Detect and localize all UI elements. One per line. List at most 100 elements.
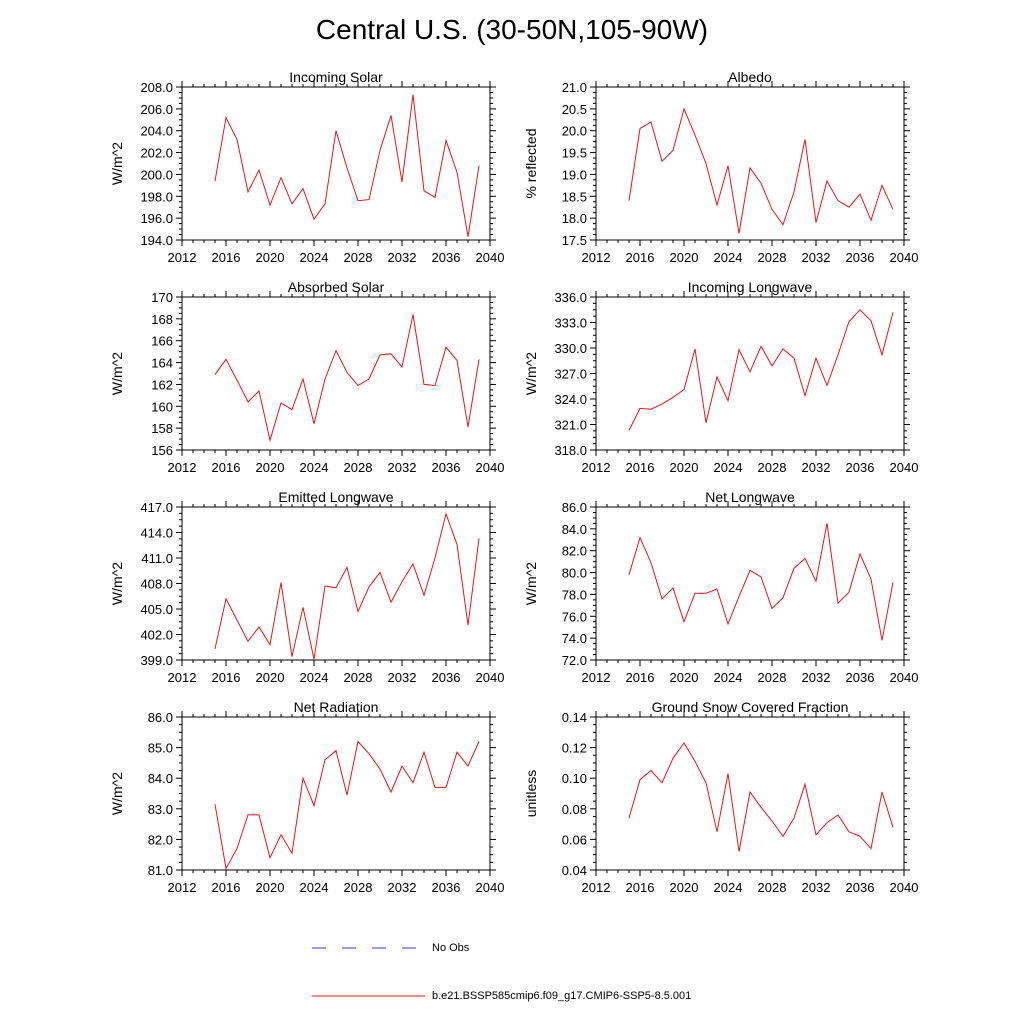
x-tick-label: 2028 — [758, 460, 787, 475]
panel-frame — [181, 506, 491, 661]
y-axis-label: W/m^2 — [523, 562, 539, 605]
series-line — [628, 523, 894, 641]
y-tick-label: 20.5 — [562, 102, 587, 117]
x-tick-label: 2024 — [714, 880, 743, 895]
y-tick-label: 18.5 — [562, 189, 587, 204]
y-tick-label: 200.0 — [140, 167, 173, 182]
x-tick-label: 2032 — [802, 880, 831, 895]
y-tick-label: 85.0 — [148, 741, 173, 756]
y-tick-label: 19.5 — [562, 146, 587, 161]
x-tick-label: 2020 — [670, 460, 699, 475]
y-tick-label: 80.0 — [562, 566, 587, 581]
series-line — [628, 742, 894, 852]
panel-frame — [181, 716, 491, 871]
series-line — [628, 309, 894, 431]
x-tick-label: 2020 — [670, 880, 699, 895]
x-tick-label: 2032 — [388, 250, 417, 265]
x-tick-label: 2036 — [432, 670, 461, 685]
y-tick-label: 333.0 — [554, 316, 587, 331]
x-tick-label: 2040 — [476, 460, 505, 475]
x-tick-label: 2036 — [846, 460, 875, 475]
y-tick-label: 417.0 — [140, 500, 173, 515]
y-tick-label: 336.0 — [554, 290, 587, 305]
panel-title: Albedo — [728, 69, 772, 85]
series-line — [214, 314, 480, 443]
y-axis-label: W/m^2 — [109, 562, 125, 605]
x-tick-label: 2028 — [758, 250, 787, 265]
x-tick-label: 2012 — [582, 670, 611, 685]
y-tick-label: 166 — [151, 334, 173, 349]
x-tick-label: 2032 — [388, 460, 417, 475]
series-line — [214, 512, 480, 660]
y-tick-label: 202.0 — [140, 146, 173, 161]
panel-title: Net Longwave — [705, 489, 795, 505]
y-axis-label: % reflected — [523, 128, 539, 198]
panel-title: Incoming Longwave — [688, 279, 813, 295]
y-tick-label: 86.0 — [562, 500, 587, 515]
x-tick-label: 2020 — [256, 670, 285, 685]
x-tick-label: 2040 — [890, 250, 919, 265]
y-tick-label: 198.0 — [140, 189, 173, 204]
x-tick-label: 2020 — [670, 250, 699, 265]
x-tick-label: 2012 — [582, 880, 611, 895]
x-tick-label: 2012 — [168, 880, 197, 895]
y-tick-label: 72.0 — [562, 653, 587, 668]
y-tick-label: 321.0 — [554, 418, 587, 433]
y-tick-label: 74.0 — [562, 631, 587, 646]
x-tick-label: 2028 — [344, 460, 373, 475]
x-tick-label: 2032 — [802, 670, 831, 685]
y-tick-label: 402.0 — [140, 628, 173, 643]
x-tick-label: 2016 — [626, 880, 655, 895]
y-tick-label: 19.0 — [562, 167, 587, 182]
x-tick-label: 2036 — [432, 880, 461, 895]
x-tick-label: 2036 — [846, 880, 875, 895]
y-tick-label: 327.0 — [554, 367, 587, 382]
y-tick-label: 86.0 — [148, 710, 173, 725]
x-tick-label: 2036 — [432, 460, 461, 475]
y-tick-label: 162 — [151, 377, 173, 392]
y-tick-label: 17.5 — [562, 233, 587, 248]
x-tick-label: 2036 — [432, 250, 461, 265]
x-tick-label: 2040 — [476, 670, 505, 685]
x-tick-label: 2032 — [802, 460, 831, 475]
y-tick-label: 0.08 — [562, 802, 587, 817]
x-tick-label: 2036 — [846, 670, 875, 685]
y-tick-label: 158 — [151, 421, 173, 436]
x-tick-label: 2020 — [256, 460, 285, 475]
x-tick-label: 2016 — [626, 670, 655, 685]
panel-frame — [595, 296, 905, 451]
x-tick-label: 2032 — [802, 250, 831, 265]
y-tick-label: 82.0 — [562, 544, 587, 559]
y-tick-label: 84.0 — [148, 771, 173, 786]
x-tick-label: 2040 — [890, 880, 919, 895]
y-tick-label: 196.0 — [140, 211, 173, 226]
x-tick-label: 2012 — [168, 460, 197, 475]
panel-title: Emitted Longwave — [278, 489, 393, 505]
y-axis-label: W/m^2 — [109, 352, 125, 395]
x-tick-label: 2036 — [846, 250, 875, 265]
x-tick-label: 2020 — [670, 670, 699, 685]
y-axis-label: W/m^2 — [109, 142, 125, 185]
series-line — [628, 107, 894, 234]
x-tick-label: 2040 — [476, 250, 505, 265]
x-tick-label: 2024 — [300, 460, 329, 475]
y-tick-label: 18.0 — [562, 211, 587, 226]
y-tick-label: 21.0 — [562, 80, 587, 95]
panel-frame — [181, 86, 491, 241]
y-tick-label: 0.14 — [562, 710, 587, 725]
y-tick-label: 399.0 — [140, 653, 173, 668]
x-tick-label: 2040 — [890, 460, 919, 475]
x-tick-label: 2028 — [344, 670, 373, 685]
x-tick-label: 2016 — [212, 250, 241, 265]
y-axis-label: W/m^2 — [523, 352, 539, 395]
y-tick-label: 194.0 — [140, 233, 173, 248]
x-tick-label: 2032 — [388, 670, 417, 685]
y-tick-label: 330.0 — [554, 341, 587, 356]
x-tick-label: 2024 — [714, 670, 743, 685]
x-tick-label: 2024 — [714, 460, 743, 475]
x-tick-label: 2016 — [212, 670, 241, 685]
y-tick-label: 83.0 — [148, 802, 173, 817]
y-tick-label: 204.0 — [140, 124, 173, 139]
y-tick-label: 168 — [151, 312, 173, 327]
